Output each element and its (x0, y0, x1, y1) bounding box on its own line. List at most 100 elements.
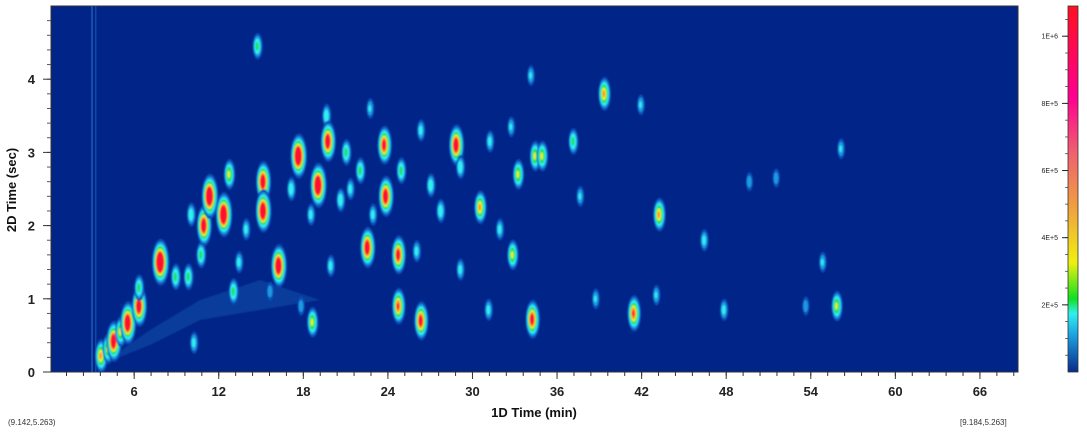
peak (512, 159, 525, 190)
peak-contour (540, 152, 544, 160)
peak-contour (509, 123, 513, 131)
peak-contour (236, 257, 241, 268)
peak (525, 299, 541, 339)
peak (474, 190, 487, 225)
peak-contour (255, 41, 259, 51)
peak (456, 155, 466, 180)
peak (426, 173, 436, 198)
peak (326, 254, 336, 277)
peak (652, 284, 661, 306)
peak (341, 139, 352, 166)
peak (368, 203, 378, 226)
peak-contour (834, 302, 838, 310)
peak-contour (275, 257, 282, 275)
peak-contour (602, 90, 606, 98)
peak (412, 240, 422, 263)
peak (536, 140, 549, 172)
peak (527, 65, 536, 86)
peak (336, 187, 346, 212)
peak (286, 176, 297, 202)
peak-contour (381, 139, 387, 151)
peak (306, 306, 319, 338)
y-tick-label: 3 (28, 145, 35, 160)
peak-contour (219, 205, 227, 224)
peak (391, 287, 406, 325)
peak (802, 296, 810, 316)
peak (320, 120, 337, 163)
peak-contour (657, 211, 661, 219)
peak-contour (571, 136, 575, 146)
peak (414, 301, 429, 341)
peak (366, 98, 375, 119)
peak-contour (199, 250, 203, 260)
y-tick-label: 2 (28, 219, 35, 234)
colorbar-tick-label: 1E+6 (1041, 34, 1058, 41)
colorbar (1067, 5, 1079, 373)
peak (416, 119, 426, 142)
peak (290, 133, 308, 179)
x-tick-label: 60 (888, 384, 902, 399)
peak (228, 278, 239, 305)
peak (818, 251, 827, 273)
peak-contour (294, 146, 302, 166)
cursor-coord-right: [9.184,5.263] (960, 418, 1007, 427)
peak-contour (124, 314, 131, 332)
peak-contour (368, 104, 372, 113)
peak (700, 229, 709, 252)
peak (507, 116, 516, 138)
peak-contour (188, 208, 194, 221)
peak (391, 235, 407, 275)
peak-contour (478, 203, 482, 211)
peak-contour (267, 285, 273, 298)
peak-contour (457, 160, 463, 174)
peak (242, 218, 251, 241)
peak (266, 282, 274, 301)
peak (306, 203, 316, 226)
peak-contour (803, 300, 808, 313)
peak (396, 157, 407, 184)
peak (772, 168, 780, 188)
colorbar-tick-label: 4E+5 (1041, 235, 1058, 242)
peak-contour (516, 170, 520, 179)
peak-contour (382, 189, 389, 204)
peak-contour (438, 204, 443, 218)
peak-contour (510, 251, 514, 259)
peak (448, 124, 465, 166)
peak (831, 290, 843, 322)
peak (507, 239, 519, 271)
peak-contour (231, 287, 235, 296)
peak-contour (578, 192, 582, 200)
peak-contour (110, 334, 117, 349)
peak-contour (186, 272, 190, 282)
peak (310, 162, 328, 208)
peak (377, 125, 393, 165)
peak (189, 331, 199, 354)
peak (456, 258, 465, 281)
peak (270, 244, 288, 288)
peak-contour (773, 171, 779, 185)
colorbar-tick-label: 6E+5 (1041, 168, 1058, 175)
peak-contour (314, 176, 322, 195)
peak-contour (418, 125, 423, 136)
peak-contour (533, 152, 537, 160)
peak (719, 298, 729, 321)
peak-contour (721, 304, 726, 315)
x-tick-label: 30 (465, 384, 479, 399)
peak (598, 76, 612, 111)
peak-contour (654, 291, 658, 299)
x-tick-label: 66 (973, 384, 987, 399)
peak-contour (99, 352, 102, 360)
peak (252, 32, 263, 60)
peak-contour (338, 193, 343, 207)
peak-contour (348, 184, 353, 194)
peak-contour (453, 138, 459, 153)
peak (170, 263, 182, 291)
x-axis-label: 1D Time (min) (491, 405, 577, 420)
peak-contour (344, 147, 348, 157)
peak-contour (308, 209, 313, 220)
peak-contour (358, 166, 362, 176)
peak-contour (529, 71, 532, 80)
peak-contour (364, 240, 370, 255)
peak-contour (839, 145, 843, 153)
